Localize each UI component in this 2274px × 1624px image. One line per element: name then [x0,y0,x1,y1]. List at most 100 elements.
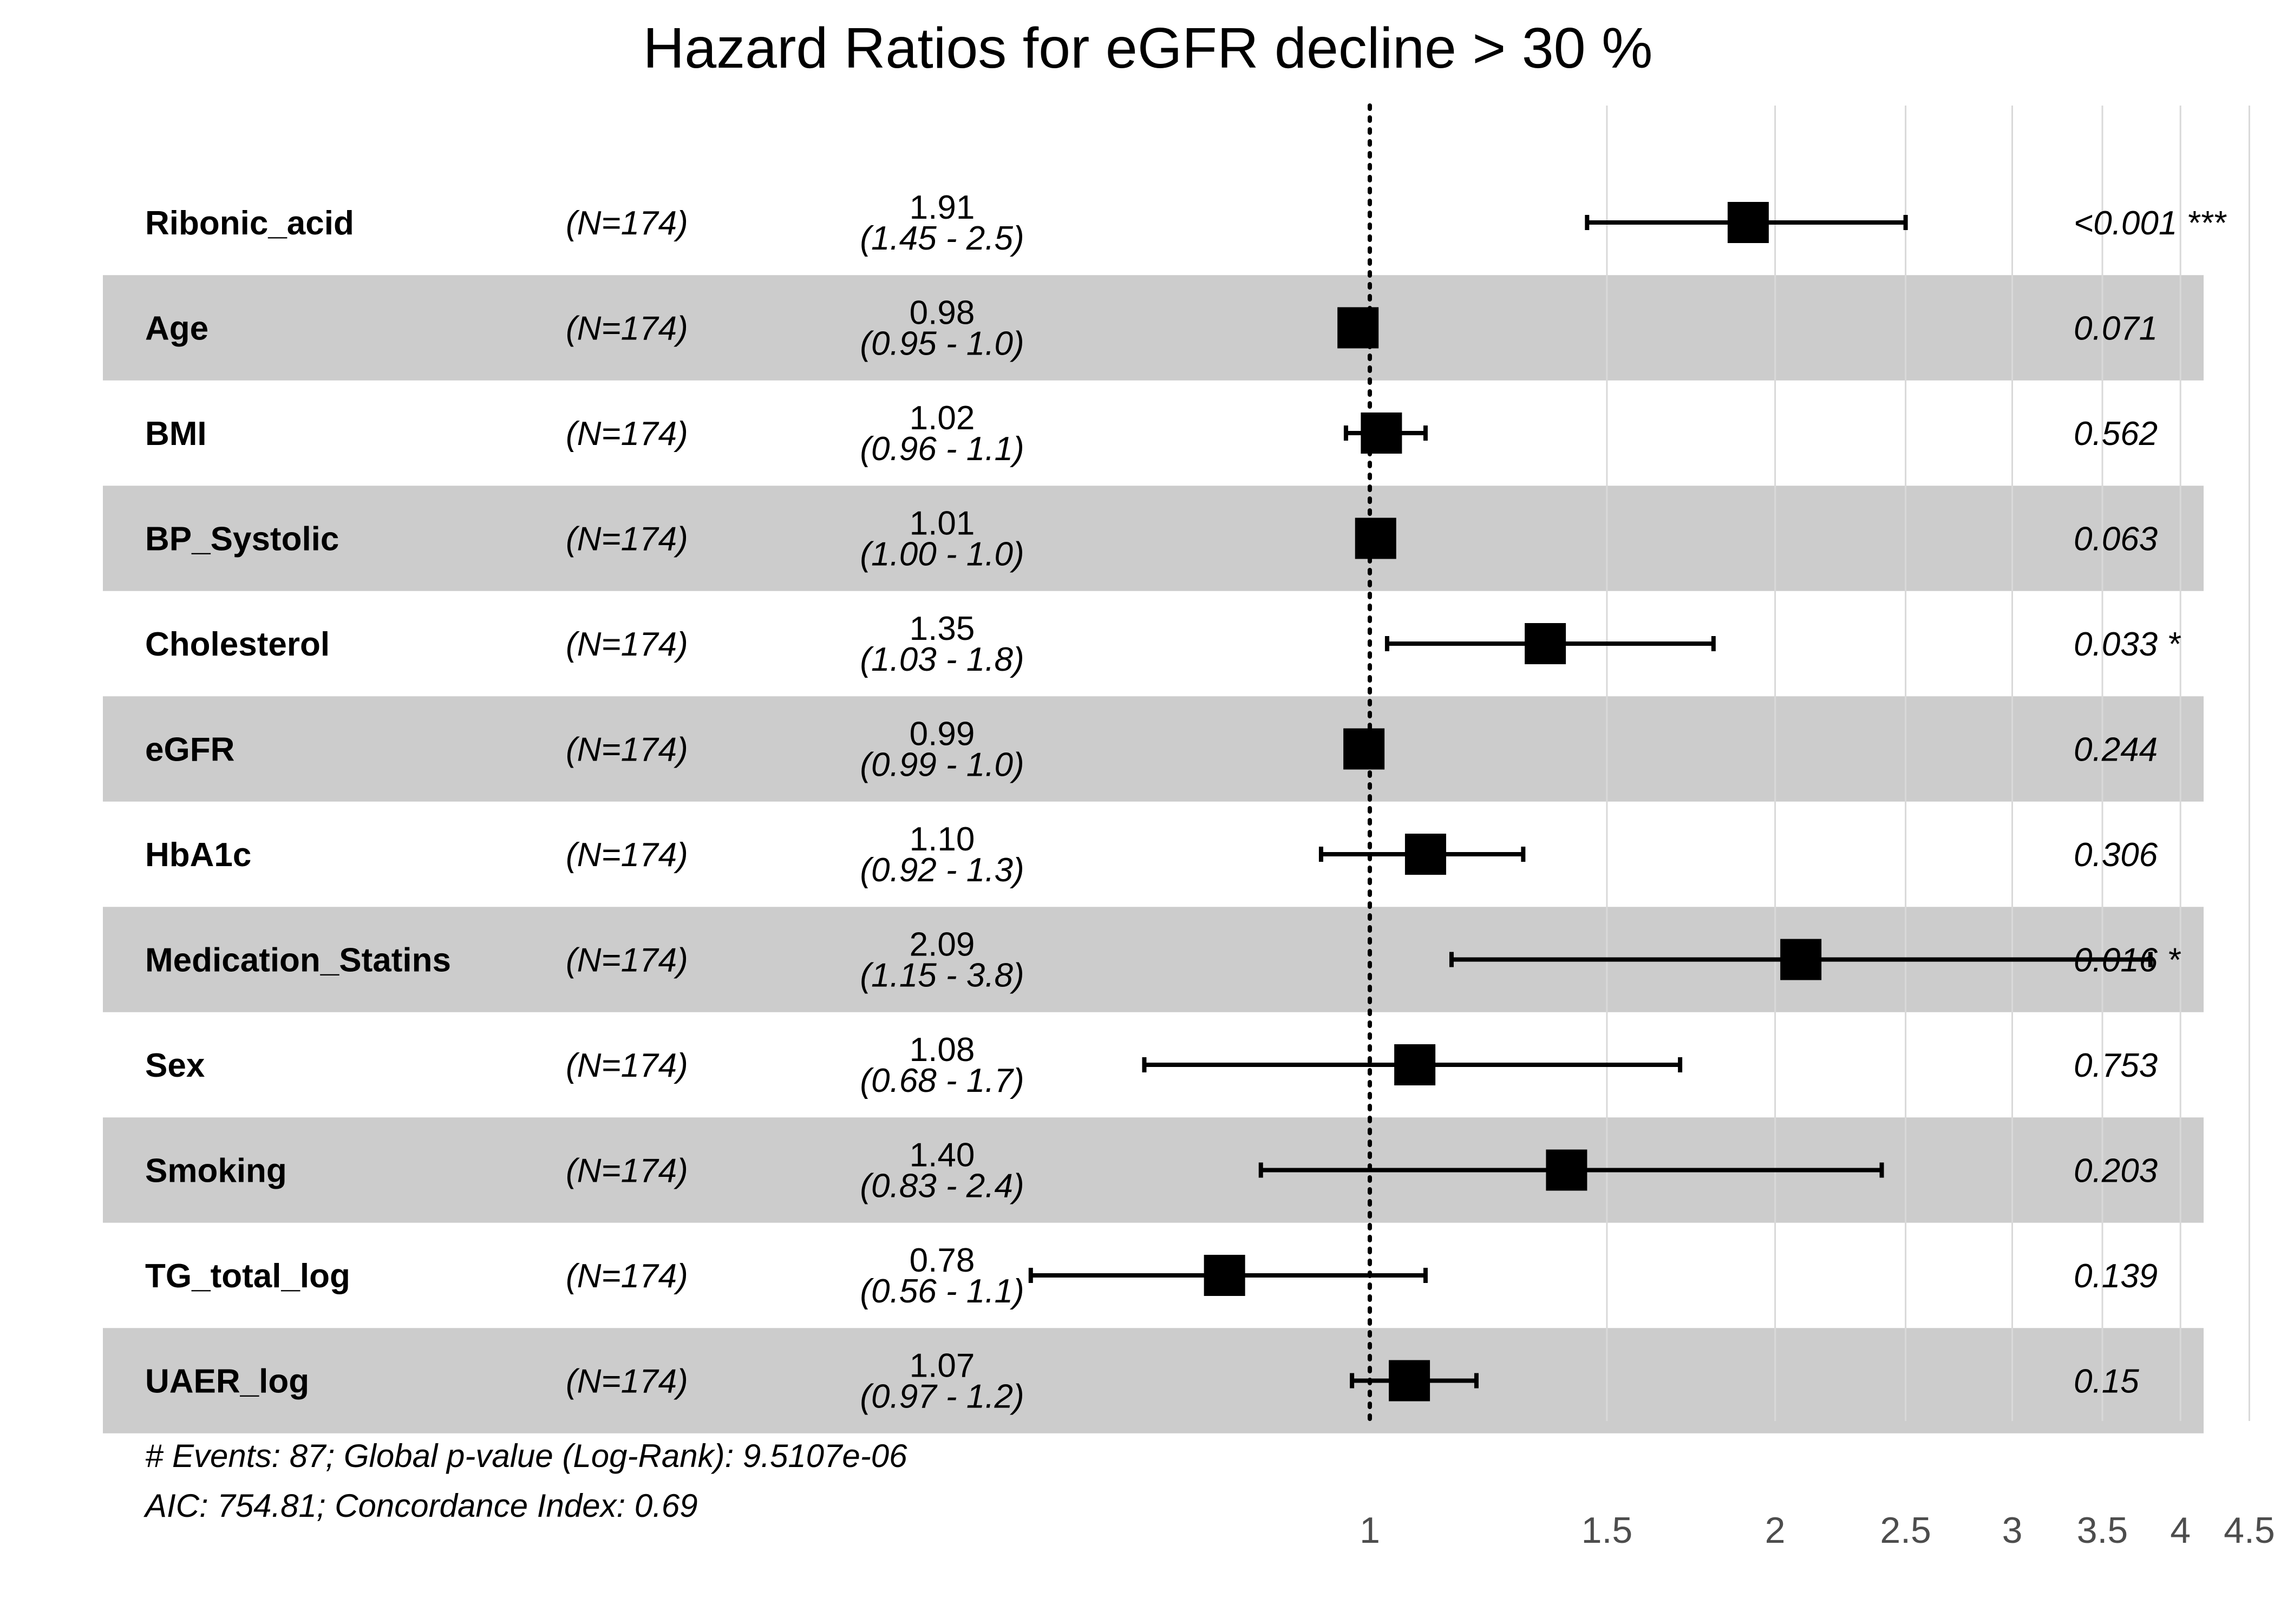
x-tick-label: 1 [1360,1510,1380,1551]
p-value-label: <0.001 *** [2074,205,2227,242]
ci-label: (1.03 - 1.8) [860,641,1024,678]
row-shade-bp_systolic [103,486,2204,591]
forest-row: UAER_log (N=174) 1.07(0.97 - 1.2) 0.15 [145,1347,2139,1416]
ci-label: (0.96 - 1.1) [860,430,1024,468]
forest-row: Age (N=174) 0.98(0.95 - 1.0) 0.071 [145,294,2158,363]
p-value-label: 0.033 * [2074,626,2181,663]
ci-label: (1.15 - 3.8) [860,957,1024,994]
variable-label: HbA1c [145,836,251,874]
x-tick-label: 4 [2170,1510,2191,1551]
ci-label: (0.95 - 1.0) [860,325,1024,363]
footer-events: # Events: 87; Global p-value (Log-Rank):… [145,1438,907,1474]
variable-label: Smoking [145,1152,287,1190]
hr-estimate-label: 0.78 [910,1242,975,1279]
x-tick-label: 3.5 [2077,1510,2128,1551]
variable-label: TG_total_log [145,1258,350,1295]
variable-label: Cholesterol [145,626,330,663]
n-label: (N=174) [566,521,688,558]
forest-row: HbA1c (N=174) 1.10(0.92 - 1.3) 0.306 [145,821,2158,889]
chart-title: Hazard Ratios for eGFR decline > 30 % [643,16,1653,80]
hr-marker [1525,623,1566,664]
ci-label: (0.99 - 1.0) [860,746,1024,784]
forest-row: Cholesterol (N=174) 1.35(1.03 - 1.8) 0.033 … [145,610,2181,678]
row-shade-egfr [103,696,2204,802]
hr-estimate-label: 1.10 [910,821,975,858]
variable-label: Age [145,310,208,348]
p-value-label: 0.753 [2074,1047,2158,1084]
hr-estimate-label: 0.98 [910,294,975,332]
ci-label: (0.56 - 1.1) [860,1273,1024,1310]
ci-label: (0.92 - 1.3) [860,852,1024,889]
hr-marker [1394,1044,1436,1085]
hr-estimate-label: 1.91 [910,189,975,226]
x-tick-label: 4.5 [2224,1510,2274,1551]
x-tick-layer: 1 1.5 2 2.5 3 3.5 4 4.5 [1360,1510,2274,1551]
n-label: (N=174) [566,942,688,979]
ci-label: (0.68 - 1.7) [860,1062,1024,1099]
hr-marker [1337,307,1379,349]
p-value-label: 0.203 [2074,1152,2158,1190]
forest-row: BP_Systolic (N=174) 1.01(1.00 - 1.0) 0.063 [145,505,2158,573]
x-tick-label: 2 [1765,1510,1786,1551]
forest-row: BMI (N=174) 1.02(0.96 - 1.1) 0.562 [145,400,2158,468]
forest-row: eGFR (N=174) 0.99(0.99 - 1.0) 0.244 [145,716,2158,784]
variable-label: Ribonic_acid [145,205,354,242]
n-label: (N=174) [566,415,688,453]
p-value-label: 0.071 [2074,310,2158,348]
ci-label: (1.45 - 2.5) [860,220,1024,257]
variable-label: BMI [145,415,207,453]
variable-label: eGFR [145,731,234,769]
p-value-label: 0.562 [2074,415,2158,453]
gridline-layer [1606,106,2250,1421]
n-label: (N=174) [566,1363,688,1400]
hr-estimate-label: 2.09 [910,926,975,964]
hr-estimate-label: 1.01 [910,505,975,542]
variable-label: Medication_Statins [145,942,451,979]
n-label: (N=174) [566,1047,688,1084]
p-value-label: 0.306 [2074,836,2158,874]
ci-label: (1.00 - 1.0) [860,536,1024,573]
x-tick-label: 2.5 [1880,1510,1931,1551]
p-value-label: 0.016 * [2074,942,2181,979]
variable-label: Sex [145,1047,205,1084]
hr-marker [1355,518,1396,559]
p-value-label: 0.244 [2074,731,2158,769]
forest-row: TG_total_log (N=174) 0.78(0.56 - 1.1) 0.139 [145,1242,2158,1310]
footer-aic: AIC: 754.81; Concordance Index: 0.69 [143,1488,698,1524]
forest-row: Medication_Statins (N=174) 2.09(1.15 - 3.8… [145,926,2181,994]
forest-row: Smoking (N=174) 1.40(0.83 - 2.4) 0.203 [145,1137,2158,1205]
forest-row: Sex (N=174) 1.08(0.68 - 1.7) 0.753 [145,1031,2158,1099]
p-value-label: 0.063 [2074,521,2158,558]
hr-estimate-label: 1.07 [910,1347,975,1385]
n-label: (N=174) [566,205,688,242]
hr-estimate-label: 0.99 [910,716,975,753]
hr-marker [1389,1360,1430,1402]
row-layer: Ribonic_acid (N=174) 1.91(1.45 - 2.5) <0.00… [145,189,2227,1416]
variable-label: BP_Systolic [145,521,339,558]
n-label: (N=174) [566,1152,688,1190]
hr-marker [1546,1149,1587,1191]
hr-estimate-label: 1.02 [910,400,975,437]
p-value-label: 0.15 [2074,1363,2139,1400]
hr-marker [1780,939,1822,980]
p-value-label: 0.139 [2074,1258,2158,1295]
row-shade-age [103,275,2204,381]
hr-estimate-label: 1.35 [910,610,975,647]
n-label: (N=174) [566,1258,688,1295]
row-shade-uaer_log [103,1328,2204,1433]
ci-label: (0.83 - 2.4) [860,1168,1024,1205]
variable-label: UAER_log [145,1363,309,1400]
x-tick-label: 3 [2002,1510,2023,1551]
hr-marker [1204,1255,1245,1296]
hr-estimate-label: 1.40 [910,1137,975,1174]
row-shade-smoking [103,1117,2204,1223]
n-label: (N=174) [566,731,688,769]
ci-label: (0.97 - 1.2) [860,1378,1024,1416]
n-label: (N=174) [566,626,688,663]
hr-marker [1343,728,1385,770]
hr-marker [1727,202,1769,243]
hr-estimate-label: 1.08 [910,1031,975,1069]
x-tick-label: 1.5 [1582,1510,1633,1551]
hr-marker [1404,834,1446,875]
